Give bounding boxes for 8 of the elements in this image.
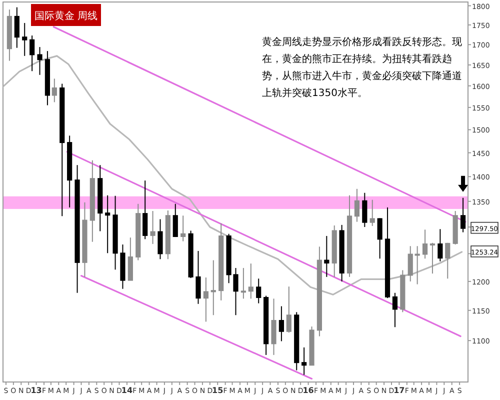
text: 国际黄金 周线 xyxy=(34,10,98,22)
x-tick-label: 13 xyxy=(30,386,42,395)
line-series xyxy=(3,55,463,296)
x-tick-label: 14 xyxy=(121,386,133,395)
x-tick-label: 15 xyxy=(212,386,224,395)
x-tick-label: 17 xyxy=(394,386,405,395)
x-tick-label: 16 xyxy=(302,386,314,395)
annotation: 黄金周线走势显示价格形成看跌反转形态。现在，黄金的熊市正在持续。为扭转其看跌趋势，从熊市进入牛市，黄金必须突破下降通道上轨并突破1350水平。 xyxy=(262,36,463,101)
